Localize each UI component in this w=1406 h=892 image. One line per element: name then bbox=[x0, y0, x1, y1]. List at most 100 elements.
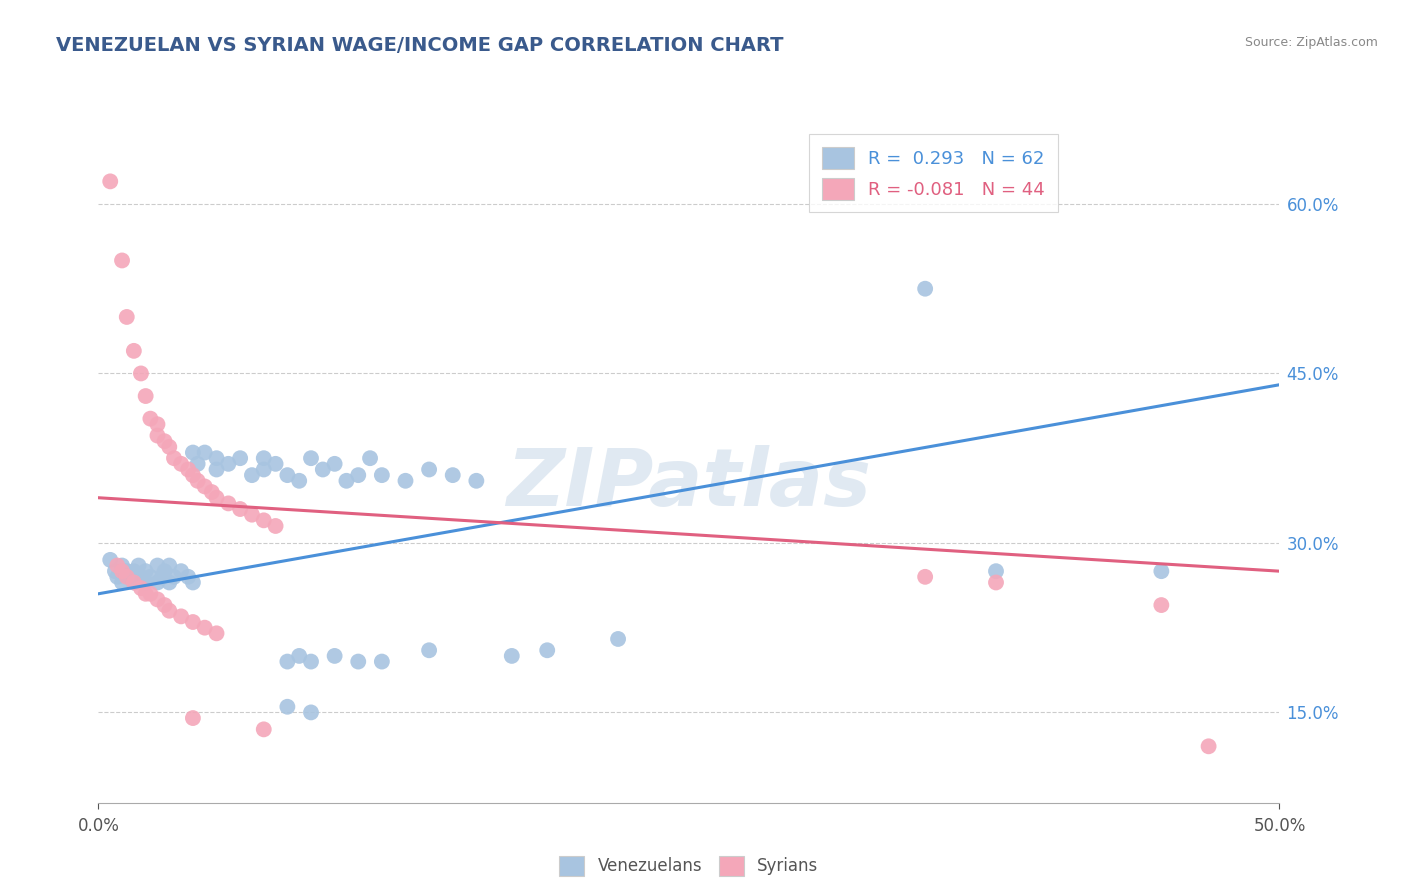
Point bbox=[288, 474, 311, 488]
Point bbox=[111, 564, 134, 578]
Point bbox=[146, 575, 169, 590]
Point bbox=[122, 575, 145, 590]
Point bbox=[118, 570, 141, 584]
Point bbox=[217, 457, 239, 471]
Point bbox=[465, 474, 488, 488]
Point bbox=[229, 502, 252, 516]
Point bbox=[98, 553, 121, 567]
Text: VENEZUELAN VS SYRIAN WAGE/INCOME GAP CORRELATION CHART: VENEZUELAN VS SYRIAN WAGE/INCOME GAP COR… bbox=[56, 36, 783, 54]
Point bbox=[135, 389, 157, 403]
Point bbox=[1198, 739, 1220, 754]
Point bbox=[240, 468, 263, 483]
Point bbox=[128, 558, 150, 573]
Point bbox=[217, 496, 239, 510]
Point bbox=[205, 491, 228, 505]
Point bbox=[394, 474, 416, 488]
Point bbox=[146, 592, 169, 607]
Point bbox=[122, 575, 145, 590]
Point bbox=[501, 648, 523, 663]
Point bbox=[181, 445, 204, 459]
Point bbox=[253, 462, 276, 476]
Point bbox=[187, 457, 209, 471]
Point bbox=[335, 474, 357, 488]
Point bbox=[153, 434, 176, 449]
Point bbox=[181, 575, 204, 590]
Point bbox=[181, 615, 204, 629]
Point bbox=[229, 451, 252, 466]
Point bbox=[240, 508, 263, 522]
Point bbox=[163, 451, 186, 466]
Point bbox=[187, 474, 209, 488]
Point bbox=[312, 462, 335, 476]
Point bbox=[914, 282, 936, 296]
Point bbox=[914, 570, 936, 584]
Point bbox=[157, 440, 180, 454]
Point bbox=[129, 367, 152, 381]
Point bbox=[163, 570, 186, 584]
Point bbox=[139, 411, 162, 425]
Point bbox=[253, 723, 276, 737]
Point bbox=[115, 570, 138, 584]
Point bbox=[129, 581, 152, 595]
Point bbox=[157, 604, 180, 618]
Point bbox=[264, 519, 287, 533]
Point bbox=[984, 564, 1007, 578]
Point bbox=[157, 575, 180, 590]
Point bbox=[323, 648, 346, 663]
Point bbox=[153, 564, 176, 578]
Point bbox=[371, 655, 394, 669]
Point bbox=[122, 343, 145, 358]
Point bbox=[299, 655, 322, 669]
Point bbox=[441, 468, 464, 483]
Point bbox=[205, 626, 228, 640]
Point bbox=[129, 570, 152, 584]
Point bbox=[115, 310, 138, 324]
Point bbox=[105, 558, 128, 573]
Point bbox=[1150, 564, 1173, 578]
Point bbox=[253, 513, 276, 527]
Text: Source: ZipAtlas.com: Source: ZipAtlas.com bbox=[1244, 36, 1378, 49]
Point bbox=[146, 558, 169, 573]
Point bbox=[323, 457, 346, 471]
Point bbox=[153, 598, 176, 612]
Point bbox=[194, 479, 217, 493]
Point bbox=[205, 451, 228, 466]
Point bbox=[288, 648, 311, 663]
Point bbox=[139, 587, 162, 601]
Point bbox=[347, 655, 370, 669]
Point bbox=[146, 417, 169, 432]
Point bbox=[105, 570, 128, 584]
Point bbox=[276, 468, 298, 483]
Point bbox=[115, 564, 138, 578]
Point bbox=[194, 621, 217, 635]
Point bbox=[135, 587, 157, 601]
Text: ZIPatlas: ZIPatlas bbox=[506, 445, 872, 524]
Point bbox=[194, 445, 217, 459]
Point bbox=[122, 564, 145, 578]
Point bbox=[170, 457, 193, 471]
Point bbox=[205, 462, 228, 476]
Point bbox=[139, 570, 162, 584]
Point bbox=[111, 575, 134, 590]
Point bbox=[264, 457, 287, 471]
Point bbox=[135, 564, 157, 578]
Point bbox=[418, 643, 440, 657]
Point bbox=[299, 706, 322, 720]
Point bbox=[181, 711, 204, 725]
Point bbox=[111, 558, 134, 573]
Point bbox=[181, 468, 204, 483]
Legend: Venezuelans, Syrians: Venezuelans, Syrians bbox=[553, 849, 825, 882]
Point bbox=[1150, 598, 1173, 612]
Point bbox=[371, 468, 394, 483]
Point bbox=[347, 468, 370, 483]
Point bbox=[157, 558, 180, 573]
Point bbox=[984, 575, 1007, 590]
Point bbox=[276, 699, 298, 714]
Point bbox=[536, 643, 558, 657]
Point bbox=[607, 632, 630, 646]
Point bbox=[276, 655, 298, 669]
Point bbox=[299, 451, 322, 466]
Point bbox=[150, 570, 173, 584]
Point bbox=[104, 564, 127, 578]
Point bbox=[146, 428, 169, 442]
